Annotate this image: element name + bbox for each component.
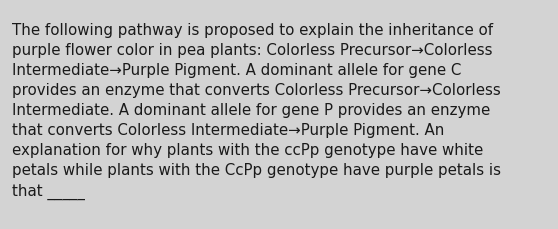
Text: The following pathway is proposed to explain the inheritance of
purple flower co: The following pathway is proposed to exp… xyxy=(12,23,501,199)
